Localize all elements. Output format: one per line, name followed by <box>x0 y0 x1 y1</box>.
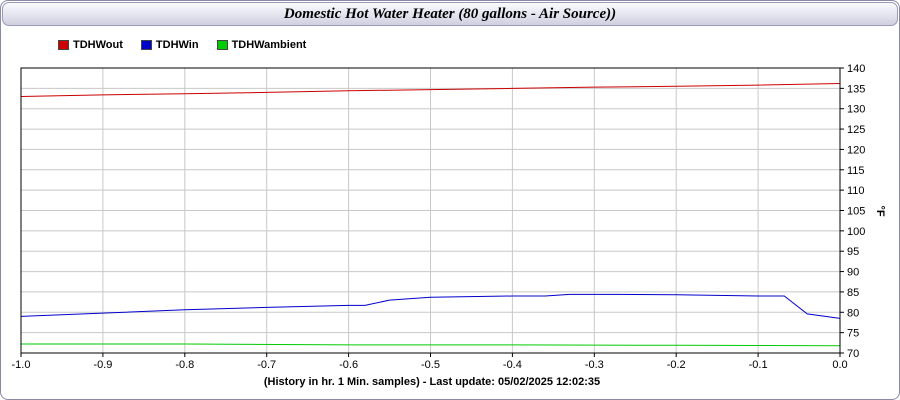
legend-item-tdhwin: TDHWin <box>140 39 199 51</box>
x-tick-label: -0.1 <box>749 359 768 371</box>
x-axis-caption: (History in hr. 1 Min. samples) - Last u… <box>263 376 601 388</box>
x-tick-label: -0.8 <box>175 359 194 371</box>
y-tick-label: 125 <box>847 124 865 136</box>
x-tick-label: -0.9 <box>93 359 112 371</box>
x-tick-label: -1.0 <box>12 359 31 371</box>
legend-swatch-tdhwambient <box>216 40 228 50</box>
y-tick-label: 135 <box>847 83 865 95</box>
y-tick-label: 120 <box>847 144 865 156</box>
series-lines <box>20 83 841 347</box>
y-tick-label: 115 <box>847 165 865 177</box>
y-tick-label: 70 <box>847 348 859 360</box>
x-tick-label: -0.5 <box>421 359 440 371</box>
y-tick-label: 130 <box>847 104 865 116</box>
chart-title: Domestic Hot Water Heater (80 gallons - … <box>283 5 617 22</box>
y-tick-label: 95 <box>847 246 859 258</box>
legend-swatch-tdhwin <box>140 40 152 50</box>
axes: 140 135 130 125 120 115 110 105 100 95 90 85 80 75 70 -… <box>12 63 866 371</box>
x-tick-label: -0.7 <box>257 359 276 371</box>
y-tick-label: 85 <box>847 287 859 299</box>
legend-label-tdhwin: TDHWin <box>155 39 199 51</box>
x-tick-label: -0.4 <box>503 359 522 371</box>
series-line-tdhwambient <box>21 343 841 347</box>
y-axis-label: °F <box>874 205 886 216</box>
legend-swatch-tdhwout <box>58 40 69 50</box>
series-line-tdhwin <box>20 293 841 319</box>
x-tick-label: 0.0 <box>832 359 847 371</box>
legend-item-tdhwout: TDHWout <box>58 39 123 51</box>
x-tick-label: -0.2 <box>667 359 686 371</box>
series-line-tdhwout <box>20 83 841 97</box>
legend-item-tdhwambient: TDHWambient <box>216 39 307 51</box>
y-tick-label: 75 <box>847 328 859 340</box>
legend-label-tdhwambient: TDHWambient <box>231 39 307 51</box>
y-tick-label: 110 <box>847 185 865 197</box>
chart-title-bar: Domestic Hot Water Heater (80 gallons - … <box>2 2 898 26</box>
y-tick-label: 105 <box>847 206 865 218</box>
y-tick-label: 140 <box>847 63 865 75</box>
x-tick-label: -0.3 <box>585 359 604 371</box>
legend: TDHWout TDHWin TDHWambient <box>58 38 306 52</box>
grid-lines <box>20 67 841 354</box>
y-tick-label: 100 <box>847 226 865 238</box>
x-tick-label: -0.6 <box>339 359 358 371</box>
legend-label-tdhwout: TDHWout <box>73 39 123 51</box>
y-tick-label: 90 <box>847 267 859 279</box>
plot-border <box>20 67 841 354</box>
y-tick-label: 80 <box>847 307 859 319</box>
